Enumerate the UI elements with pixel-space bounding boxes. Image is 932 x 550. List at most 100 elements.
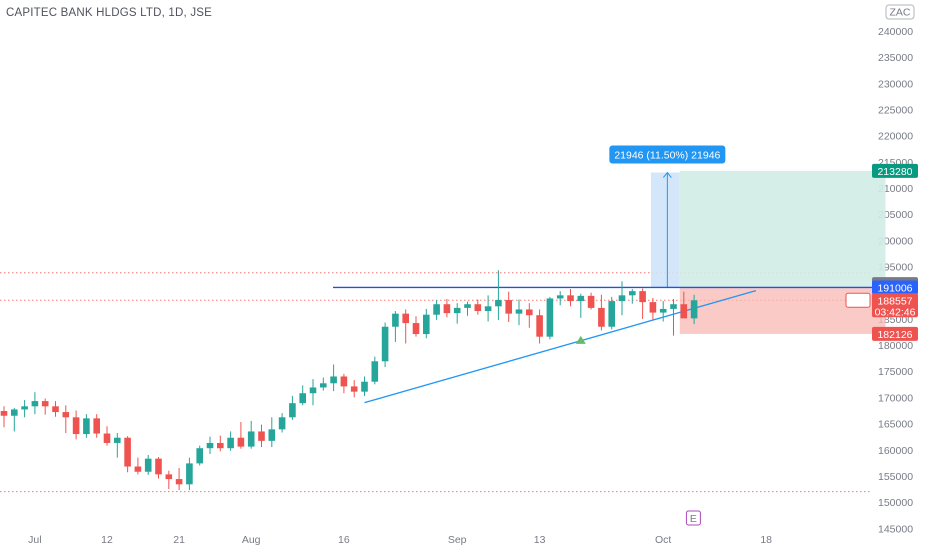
earnings-event-marker[interactable] <box>685 510 701 526</box>
candle-body <box>402 313 409 324</box>
candle-body <box>62 412 70 418</box>
candle-body <box>495 300 502 307</box>
y-tick-label: 210000 <box>878 183 913 195</box>
price-tag-text: 188557 <box>877 295 912 307</box>
countdown-text: 03:42:46 <box>875 306 916 318</box>
candle-body <box>155 458 162 475</box>
candle-body <box>505 300 512 314</box>
candle-body <box>124 437 131 467</box>
candle-body <box>350 386 358 392</box>
candle-body <box>670 304 677 309</box>
candle-body <box>453 307 461 314</box>
x-tick-label: Oct <box>655 534 671 546</box>
candle-body <box>217 442 224 449</box>
y-tick-label: 205000 <box>878 209 913 221</box>
y-tick-label: 165000 <box>878 419 913 431</box>
candle-body <box>144 458 152 472</box>
candle-body <box>227 437 234 449</box>
candle-body <box>196 448 203 464</box>
candle-body <box>237 437 245 447</box>
y-tick-label: 145000 <box>878 523 913 535</box>
candle-body <box>31 401 39 407</box>
candle-body <box>134 466 142 472</box>
candle-body <box>629 291 636 296</box>
candle-body <box>206 442 214 449</box>
y-tick-label: 220000 <box>878 131 913 143</box>
candle-body <box>474 304 482 312</box>
candle-body <box>371 361 379 382</box>
y-tick-label: 240000 <box>878 26 913 38</box>
measure-label-box <box>609 145 726 164</box>
candle-body <box>412 323 420 335</box>
candle-body <box>556 295 564 299</box>
candle-body <box>289 403 296 418</box>
candle-body <box>340 376 348 387</box>
y-tick-label: 235000 <box>878 52 913 64</box>
buy-signal-icon <box>575 335 586 344</box>
candle-body <box>598 307 605 327</box>
price-tag-text: 191006 <box>877 282 912 294</box>
price-tag <box>872 163 918 178</box>
y-tick-label: 225000 <box>878 104 913 116</box>
candle-body <box>361 381 368 392</box>
candle-body <box>392 313 399 327</box>
trend-line[interactable] <box>364 289 757 404</box>
candle-body <box>258 431 265 441</box>
profit-zone[interactable] <box>679 170 886 288</box>
measure-label-text: 21946 (11.50%) 21946 <box>614 150 720 162</box>
price-tag <box>872 326 918 341</box>
candle-body <box>639 291 646 303</box>
candle-body <box>587 295 595 308</box>
cpi-label: CPI <box>849 295 867 307</box>
candle-body <box>93 418 100 434</box>
x-tick-label: 18 <box>760 534 772 546</box>
price-tag-text: 213280 <box>877 166 912 178</box>
earnings-event-label: E <box>690 513 697 525</box>
candle-body <box>114 437 121 443</box>
candle-body <box>536 315 543 337</box>
candle-body <box>690 300 698 319</box>
x-tick-label: 12 <box>101 534 113 546</box>
x-tick-label: 13 <box>534 534 546 546</box>
x-tick-label: Jul <box>28 534 41 546</box>
candle-body <box>649 302 657 313</box>
candle-body <box>659 308 667 313</box>
x-tick-label: 16 <box>338 534 350 546</box>
candle-body <box>567 295 574 302</box>
y-tick-label: 155000 <box>878 471 913 483</box>
candle-body <box>268 429 276 441</box>
x-tick-label: Sep <box>448 534 467 546</box>
candle-body <box>247 431 255 447</box>
candle-body <box>72 417 80 435</box>
candle-body <box>21 406 28 410</box>
candle-body <box>433 304 440 315</box>
candle-body <box>52 406 59 413</box>
y-tick-label: 200000 <box>878 235 913 247</box>
cpi-badge[interactable] <box>845 292 871 308</box>
price-tag <box>872 293 918 318</box>
currency-box[interactable] <box>885 4 915 20</box>
candle-body <box>577 295 585 302</box>
measure-arrow-head <box>662 171 672 178</box>
measure-zone[interactable] <box>650 172 680 288</box>
candle-body <box>423 314 430 335</box>
y-tick-label: 195000 <box>878 262 913 274</box>
y-tick-label: 230000 <box>878 78 913 90</box>
candle-body <box>83 418 90 435</box>
candle-body <box>381 326 389 362</box>
candle-body <box>330 376 337 384</box>
x-tick-label: Aug <box>242 534 261 546</box>
candle-body <box>0 411 8 416</box>
candle-body <box>618 295 626 302</box>
chart-title: CAPITEC BANK HLDGS LTD, 1D, JSE <box>6 7 213 19</box>
candle-body <box>515 309 523 314</box>
currency-label: ZAC <box>890 7 911 19</box>
candle-body <box>299 393 306 404</box>
candle-body <box>484 306 492 312</box>
candle-body <box>526 309 533 316</box>
candle-body <box>41 401 49 407</box>
candle-body <box>464 304 471 308</box>
candle-body <box>11 409 18 416</box>
candle-body <box>278 417 286 430</box>
